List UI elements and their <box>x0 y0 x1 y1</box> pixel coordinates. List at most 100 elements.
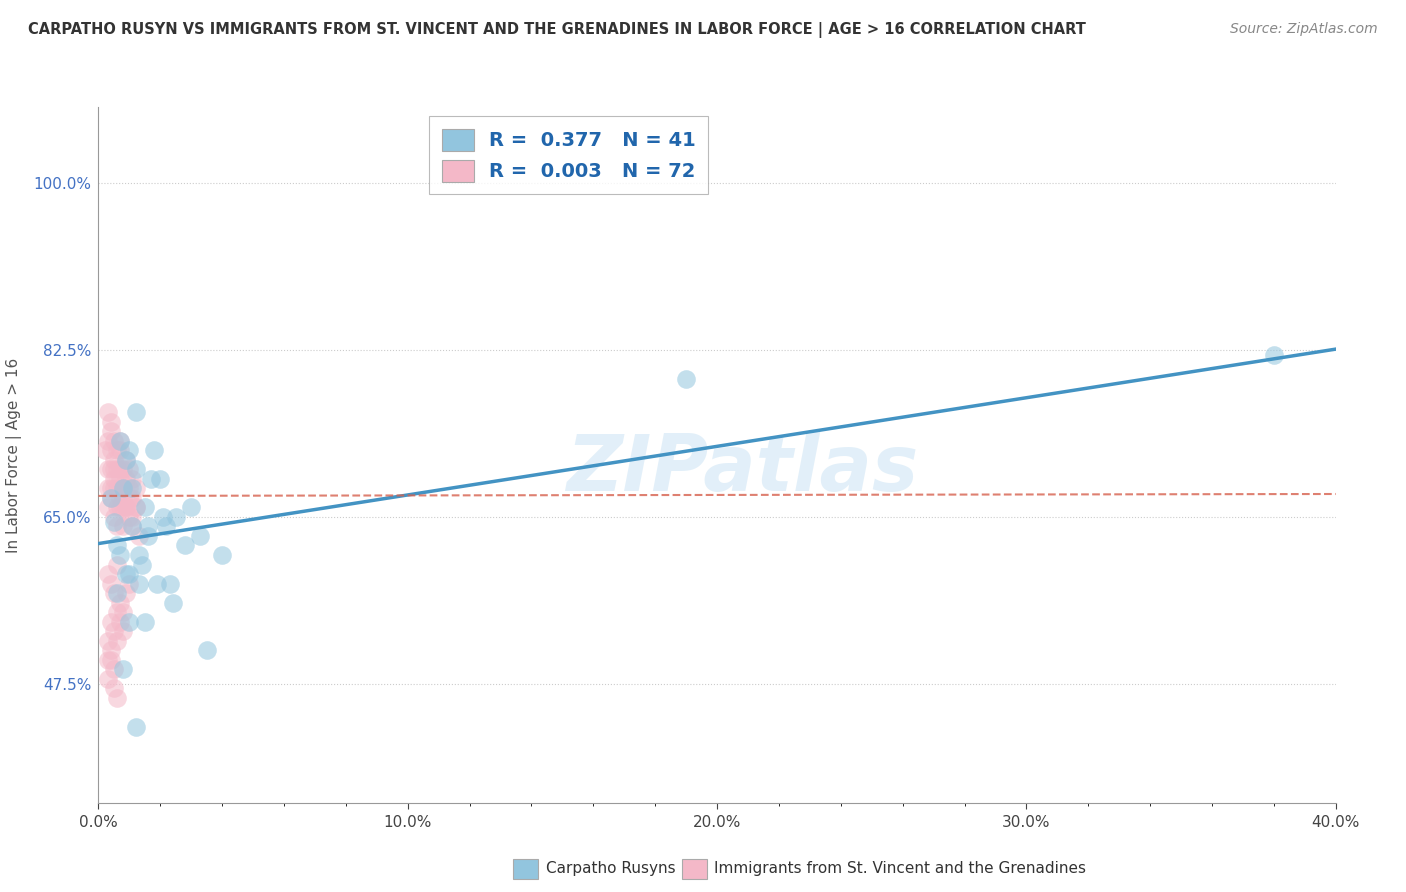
Point <box>675 372 697 386</box>
Point <box>100 415 122 429</box>
Point <box>211 548 233 562</box>
Point <box>108 500 131 515</box>
Point <box>115 567 138 582</box>
Text: ZIPatlas: ZIPatlas <box>565 431 918 507</box>
Point <box>108 548 131 562</box>
Point <box>105 586 128 600</box>
Point <box>112 519 135 533</box>
Point <box>112 481 135 495</box>
Point <box>103 515 125 529</box>
Point <box>118 509 141 524</box>
Point <box>97 633 120 648</box>
Point <box>174 539 197 553</box>
Point <box>97 672 120 686</box>
Point <box>159 576 181 591</box>
Point <box>103 586 125 600</box>
Point <box>105 605 128 619</box>
Point <box>139 472 162 486</box>
Point <box>128 576 150 591</box>
Point <box>115 500 138 515</box>
Point <box>143 443 166 458</box>
Point <box>108 596 131 610</box>
Text: Immigrants from St. Vincent and the Grenadines: Immigrants from St. Vincent and the Gren… <box>714 862 1087 876</box>
Point <box>124 405 146 419</box>
Point <box>128 529 150 543</box>
Point <box>108 472 131 486</box>
Point <box>105 539 128 553</box>
Point <box>103 509 125 524</box>
Point <box>97 500 120 515</box>
Point <box>97 653 120 667</box>
Point <box>103 481 125 495</box>
Point <box>118 462 141 476</box>
Point <box>105 558 128 572</box>
Point <box>180 500 202 515</box>
Point <box>121 519 143 533</box>
Point <box>121 519 143 533</box>
Point <box>105 500 128 515</box>
Point <box>103 452 125 467</box>
Point <box>165 509 187 524</box>
Point <box>100 443 122 458</box>
Point <box>100 643 122 657</box>
Point <box>108 491 131 505</box>
Point <box>124 500 146 515</box>
Point <box>115 452 138 467</box>
Point <box>124 481 146 495</box>
Text: Source: ZipAtlas.com: Source: ZipAtlas.com <box>1230 22 1378 37</box>
Legend: R =  0.377   N = 41, R =  0.003   N = 72: R = 0.377 N = 41, R = 0.003 N = 72 <box>429 116 709 194</box>
Point <box>136 519 159 533</box>
Point <box>93 443 115 458</box>
Point <box>100 653 122 667</box>
Point <box>124 500 146 515</box>
Point <box>131 558 153 572</box>
Point <box>103 462 125 476</box>
Point <box>115 452 138 467</box>
Point <box>105 633 128 648</box>
Point <box>97 481 120 495</box>
Point <box>100 491 122 505</box>
Point <box>149 472 172 486</box>
Point <box>108 443 131 458</box>
Point <box>118 481 141 495</box>
Point <box>103 472 125 486</box>
Point <box>115 472 138 486</box>
Point <box>118 615 141 629</box>
Point <box>105 462 128 476</box>
Point <box>124 462 146 476</box>
Point <box>134 615 156 629</box>
Point <box>100 481 122 495</box>
Point <box>108 462 131 476</box>
Point <box>108 615 131 629</box>
Point <box>121 481 143 495</box>
Point <box>146 576 169 591</box>
Point <box>118 443 141 458</box>
Point <box>105 690 128 705</box>
Point <box>105 519 128 533</box>
Point <box>103 624 125 639</box>
Point <box>155 519 177 533</box>
Point <box>105 481 128 495</box>
Text: CARPATHO RUSYN VS IMMIGRANTS FROM ST. VINCENT AND THE GRENADINES IN LABOR FORCE : CARPATHO RUSYN VS IMMIGRANTS FROM ST. VI… <box>28 22 1085 38</box>
Point <box>112 481 135 495</box>
Point <box>103 681 125 696</box>
Point <box>134 500 156 515</box>
Point <box>108 434 131 448</box>
Y-axis label: In Labor Force | Age > 16: In Labor Force | Age > 16 <box>7 358 22 552</box>
Point <box>97 462 120 476</box>
Point <box>100 491 122 505</box>
Point <box>115 586 138 600</box>
Point <box>121 509 143 524</box>
Point <box>121 491 143 505</box>
Point <box>100 424 122 438</box>
Point <box>112 662 135 676</box>
Point <box>103 662 125 676</box>
Point <box>112 500 135 515</box>
Point <box>103 434 125 448</box>
Point <box>100 462 122 476</box>
Point <box>195 643 218 657</box>
Point <box>105 443 128 458</box>
Point <box>112 491 135 505</box>
Point <box>136 529 159 543</box>
Point <box>100 615 122 629</box>
